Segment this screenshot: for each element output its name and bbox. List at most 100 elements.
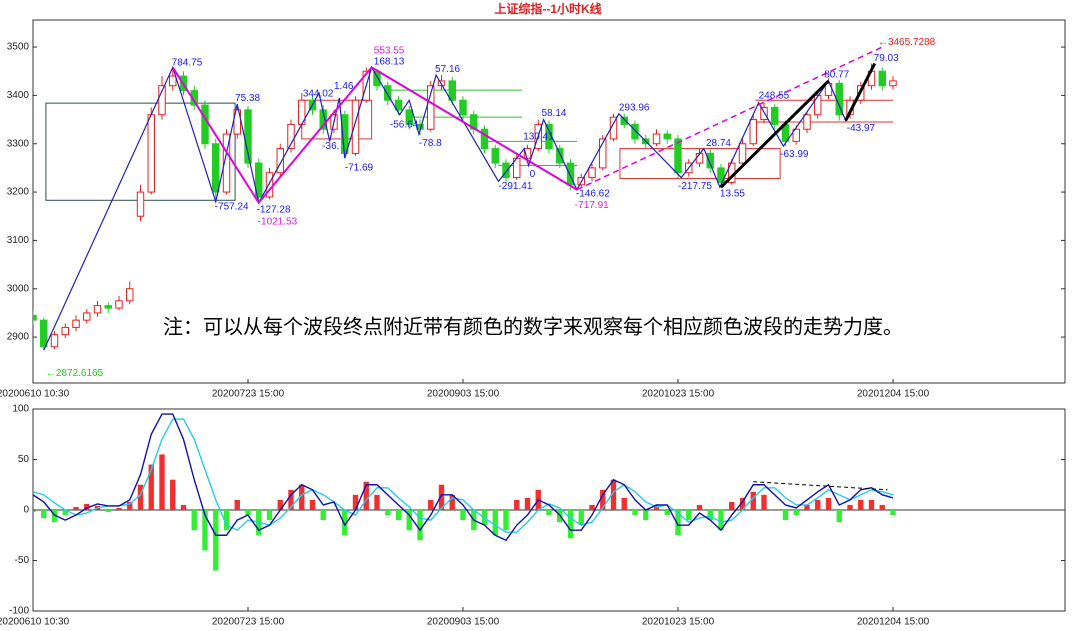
candle-body bbox=[717, 167, 725, 183]
candle-body bbox=[738, 143, 747, 164]
wave-label: 13.55 bbox=[720, 189, 745, 200]
candle-body bbox=[878, 70, 886, 87]
candle-body bbox=[706, 152, 714, 169]
candle-body bbox=[523, 148, 532, 159]
wave-line bbox=[171, 66, 578, 205]
wave-label: 57.16 bbox=[435, 64, 460, 75]
macd-bar bbox=[729, 501, 735, 510]
macd-bar bbox=[309, 499, 316, 510]
candle-body bbox=[792, 128, 800, 142]
x-tick-label: 20201204 15:00 bbox=[857, 617, 930, 628]
macd-bar bbox=[567, 510, 574, 539]
candle-body bbox=[212, 143, 220, 193]
x-tick-label: 20200903 15:00 bbox=[427, 389, 500, 400]
chart-title: 上证综指--1小时K线 bbox=[494, 1, 601, 16]
macd-bar bbox=[438, 484, 445, 510]
wave-label: 58.14 bbox=[541, 108, 566, 119]
wave-label: 0 bbox=[530, 169, 536, 180]
macd-bar bbox=[62, 510, 68, 516]
macd-bar bbox=[858, 499, 864, 510]
macd-bar bbox=[890, 510, 896, 516]
candle-body bbox=[50, 334, 59, 348]
candle-body bbox=[427, 85, 435, 130]
macd-bar bbox=[245, 510, 251, 516]
x-tick-label: 20200610 10:30 bbox=[0, 389, 70, 400]
wave-label: -217.75 bbox=[678, 181, 712, 192]
wave-label: ←3465.7288 bbox=[878, 37, 936, 48]
y-tick-label: 100 bbox=[12, 404, 29, 415]
wave-label: 168.13 bbox=[374, 57, 405, 68]
y-tick-label: 2900 bbox=[7, 332, 30, 343]
wave-label: -127.28 bbox=[257, 205, 291, 216]
candle-body bbox=[609, 116, 618, 140]
candle-body bbox=[480, 128, 489, 150]
wave-label: -717.91 bbox=[575, 200, 609, 211]
macd-bar bbox=[868, 499, 875, 510]
candle-body bbox=[115, 300, 123, 309]
wave-label: 130.41 bbox=[523, 132, 554, 143]
macd-bar bbox=[696, 504, 703, 510]
macd-bar bbox=[223, 510, 230, 531]
macd-bar bbox=[847, 504, 853, 510]
candle-body bbox=[233, 109, 241, 135]
y-tick-label: 0 bbox=[23, 505, 29, 516]
candle-body bbox=[287, 123, 295, 150]
candle-body bbox=[663, 133, 671, 140]
wave-label: -146.62 bbox=[576, 189, 610, 200]
wave-label: 784.75 bbox=[172, 58, 203, 69]
wave-label: 248.55 bbox=[759, 91, 790, 102]
macd-bar bbox=[514, 499, 520, 510]
candle-body bbox=[276, 148, 284, 174]
dea-line bbox=[33, 418, 894, 533]
candle-body bbox=[448, 80, 456, 101]
macd-bar bbox=[750, 491, 756, 510]
macd-bar bbox=[202, 510, 208, 551]
candle-body bbox=[620, 116, 628, 125]
wave-line bbox=[576, 46, 883, 191]
macd-bar bbox=[385, 510, 391, 516]
macd-bar bbox=[180, 504, 187, 510]
macd-bar bbox=[374, 494, 380, 510]
candle-body bbox=[405, 109, 413, 125]
wave-line bbox=[43, 63, 876, 351]
macd-bar bbox=[879, 504, 885, 510]
candle-body bbox=[771, 106, 779, 125]
candle-body bbox=[889, 80, 897, 87]
trend-line bbox=[753, 481, 888, 491]
macd-bar bbox=[170, 479, 176, 510]
wave-label: 79.03 bbox=[874, 53, 899, 64]
macd-bar bbox=[41, 510, 47, 519]
macd-bar bbox=[148, 464, 154, 510]
candle-body bbox=[588, 167, 596, 179]
x-tick-label: 20200723 15:00 bbox=[212, 617, 285, 628]
macd-bar bbox=[406, 510, 412, 531]
macd-bar bbox=[610, 479, 617, 510]
macd-bar bbox=[73, 506, 79, 510]
candle-body bbox=[83, 312, 91, 321]
candle-body bbox=[147, 114, 155, 193]
macd-bar bbox=[825, 497, 832, 510]
macd-bar bbox=[621, 497, 627, 510]
macd-bar bbox=[739, 497, 746, 510]
wave-label: 80.77 bbox=[824, 70, 849, 81]
candle-body bbox=[652, 133, 661, 145]
macd-bar bbox=[718, 510, 724, 531]
macd-bar bbox=[266, 510, 273, 521]
macd-bar bbox=[643, 510, 649, 521]
macd-bar bbox=[761, 494, 767, 510]
wave-label: -78.8 bbox=[419, 138, 442, 149]
candle-body bbox=[136, 191, 145, 217]
macd-bar bbox=[428, 499, 434, 510]
wave-label: 1.46 bbox=[334, 81, 354, 92]
macd-bar bbox=[449, 494, 455, 510]
x-tick-label: 20201023 15:00 bbox=[642, 617, 715, 628]
macd-bar bbox=[105, 510, 111, 513]
y-tick-label: 3100 bbox=[7, 235, 30, 246]
note: 注：可以从每个波段终点附近带有颜色的数字来观察每个相应颜色波段的走势力度。 bbox=[163, 315, 903, 339]
macd-bar bbox=[299, 484, 305, 510]
macd-bar bbox=[320, 510, 326, 521]
y-tick-label: 3200 bbox=[7, 187, 30, 198]
y-tick-label: 50 bbox=[18, 454, 30, 465]
